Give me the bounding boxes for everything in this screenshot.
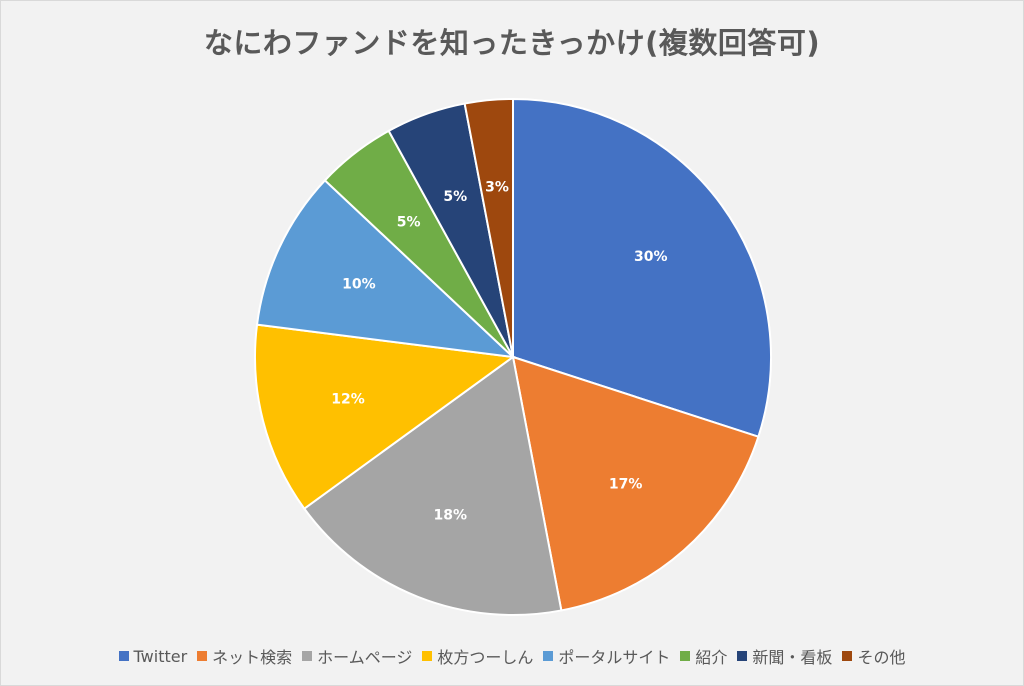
- pie-slice-2: [511, 355, 760, 612]
- legend-item-2: ネット検索: [197, 644, 292, 668]
- pie-slice-5: [255, 178, 516, 359]
- legend-swatch: [302, 651, 313, 661]
- legend-item-1: Twitter: [118, 646, 188, 666]
- legend-item-6: 紹介: [680, 644, 727, 668]
- legend-item-8: その他: [842, 644, 905, 668]
- pie-slice-8: [463, 97, 514, 358]
- legend-label: ポータルサイト: [558, 648, 671, 667]
- pie-slice-3: [302, 355, 563, 616]
- data-label-4: 12%: [331, 391, 365, 407]
- data-label-7: 5%: [443, 189, 467, 205]
- legend-swatch: [118, 651, 129, 661]
- legend-swatch: [543, 651, 554, 661]
- legend-item-3: ホームページ: [302, 644, 412, 668]
- legend-item-7: 新聞・看板: [737, 644, 832, 668]
- pie-data-labels: 30% 17% 18% 12% 10% 5% 5% 3%: [331, 179, 667, 523]
- legend-label: Twitter: [133, 646, 188, 666]
- pie-slice-4: [254, 323, 516, 511]
- legend-swatch: [422, 651, 433, 661]
- data-label-8: 3%: [485, 179, 509, 195]
- legend-label: 紹介: [695, 648, 728, 667]
- legend-label: 新聞・看板: [752, 648, 833, 667]
- legend-swatch: [680, 651, 691, 661]
- data-label-5: 10%: [342, 276, 376, 292]
- data-label-2: 17%: [609, 477, 643, 493]
- data-label-3: 18%: [434, 507, 468, 523]
- legend-label: その他: [857, 648, 906, 667]
- chart-legend: Twitter ネット検索 ホームページ 枚方つーしん ポータルサイト 紹介 新聞・看板 その…: [0, 644, 1024, 668]
- legend-label: ホームページ: [317, 648, 413, 667]
- data-label-6: 5%: [397, 214, 421, 230]
- legend-label: ネット検索: [212, 648, 293, 667]
- pie-slices: [254, 97, 772, 616]
- pie-chart: 30% 17% 18% 12% 10% 5% 5% 3%: [254, 97, 772, 616]
- data-label-1: 30%: [634, 249, 668, 265]
- legend-item-5: ポータルサイト: [543, 644, 670, 668]
- chart-title: なにわファンドを知ったきっかけ(複数回答可): [203, 26, 821, 60]
- legend-swatch: [737, 651, 748, 661]
- legend-swatch: [842, 651, 853, 661]
- legend-swatch: [197, 651, 208, 661]
- legend-item-4: 枚方つーしん: [422, 644, 533, 668]
- legend-label: 枚方つーしん: [437, 648, 534, 667]
- pie-slice-1: [512, 97, 772, 438]
